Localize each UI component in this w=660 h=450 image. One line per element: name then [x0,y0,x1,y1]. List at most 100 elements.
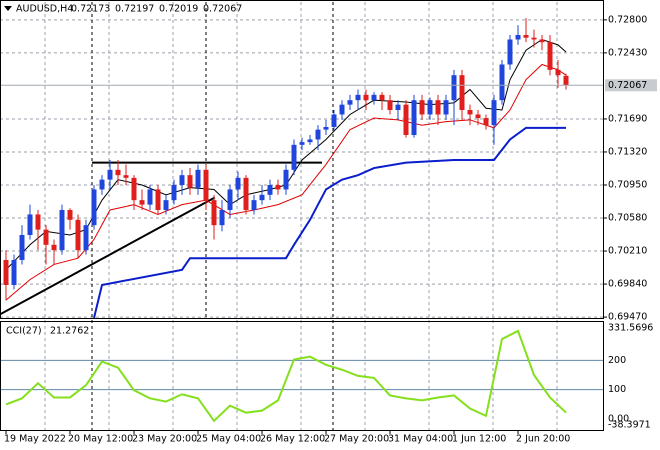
candle-body [147,189,153,205]
x-tick-label: 27 May 20:00 [324,434,389,445]
candle-body [563,75,569,86]
y-tick-label: 0.70950 [608,179,647,190]
separators [91,2,334,430]
y-tick-label: 200 [608,355,626,366]
cci-title: CCI(27) [6,326,42,337]
price-tag-label: 0.72067 [608,80,647,91]
candle-body [3,259,9,285]
price-tag [605,79,657,92]
candle-body [203,169,209,201]
candle-body [187,175,193,188]
candle-body [43,229,49,245]
low-price: 0.72019 [159,4,198,15]
candle-body [139,200,145,205]
close-price: 0.72067 [203,4,242,15]
candle-body [531,37,537,40]
line [5,329,567,423]
candle-body [539,39,545,43]
candle-body [219,209,225,226]
y-tick-label: 0.71320 [608,146,647,157]
main-frame [0,0,604,319]
candle-body [131,177,137,201]
candle-body [195,169,201,188]
candle-body [75,219,81,251]
candle-body [411,100,417,136]
symbol: AUDUSD,H4 [16,4,73,15]
candle-body [515,35,521,40]
cci-value: 21.2762 [50,326,89,337]
plot [0,18,604,423]
line [5,63,567,301]
y-max-label: 331.5696 [608,323,653,334]
candle-body [267,184,273,195]
candle-body [283,169,289,190]
candle-body [251,200,257,210]
high-price: 0.72197 [115,4,154,15]
candle-body [35,214,41,230]
x-tick-label: 2 Jun 20:00 [516,434,570,445]
candle-body [507,39,513,65]
candle-body [379,94,385,101]
grid [0,19,604,391]
y-tick-label: 0.70210 [608,246,647,257]
candle-body [555,69,561,76]
x-tick-label: 19 May 2022 [4,434,66,445]
candle-body [171,184,177,201]
candle-body [275,184,281,190]
candle-body [475,114,481,119]
candle-body [443,100,449,115]
candle-body [51,244,57,251]
y-tick-label: 100 [608,384,626,395]
candle-body [403,104,409,136]
candle-body [363,94,369,101]
y-tick-label: 0.72800 [608,14,647,25]
candle-body [67,209,73,220]
candle-body [123,175,129,178]
menu-icon [4,6,12,11]
candle-body [451,75,457,101]
candle-body [459,75,465,111]
candle-body [27,214,33,235]
candle-body [323,126,329,130]
y-tick-label: 0.00 [608,413,629,424]
candle-body [419,100,425,115]
candle-body [107,169,113,180]
x-tick-label: 31 May 04:00 [388,434,453,445]
candle-body [11,259,17,285]
candle-body [227,189,233,210]
candle-body [307,139,313,143]
candle-body [491,100,497,126]
candle-body [339,104,345,115]
x-tick-label: 20 May 12:00 [68,434,133,445]
x-tick-label: 26 May 12:00 [260,434,325,445]
candle-body [155,189,161,210]
candle-body [291,144,297,170]
y-tick-label: 0.70580 [608,213,647,224]
x-tick-label: 25 May 04:00 [196,434,261,445]
line [93,126,566,319]
candle-body [347,100,353,105]
candle-body [435,100,441,115]
y-tick-label: 0.69840 [608,279,647,290]
candle-body [179,175,185,185]
candle-body [499,64,505,101]
candle-body [427,100,433,115]
cci-frame [0,321,604,431]
y-tick-label: 0.69470 [608,312,647,323]
candle-body [59,209,65,251]
candle-body [547,42,553,70]
y-min-label: -38.3971 [608,420,651,431]
candle-body [211,200,217,226]
candle-body [19,234,25,260]
candle-body [243,177,249,210]
candle-body [315,129,321,140]
line [0,196,216,316]
open-price: 0.72173 [71,4,110,15]
candle-body [259,194,265,201]
candle-body [395,104,401,111]
candle-body [387,100,393,111]
candle-body [235,177,241,190]
candle-body [523,35,529,38]
y-tick-label: 0.72430 [608,47,647,58]
